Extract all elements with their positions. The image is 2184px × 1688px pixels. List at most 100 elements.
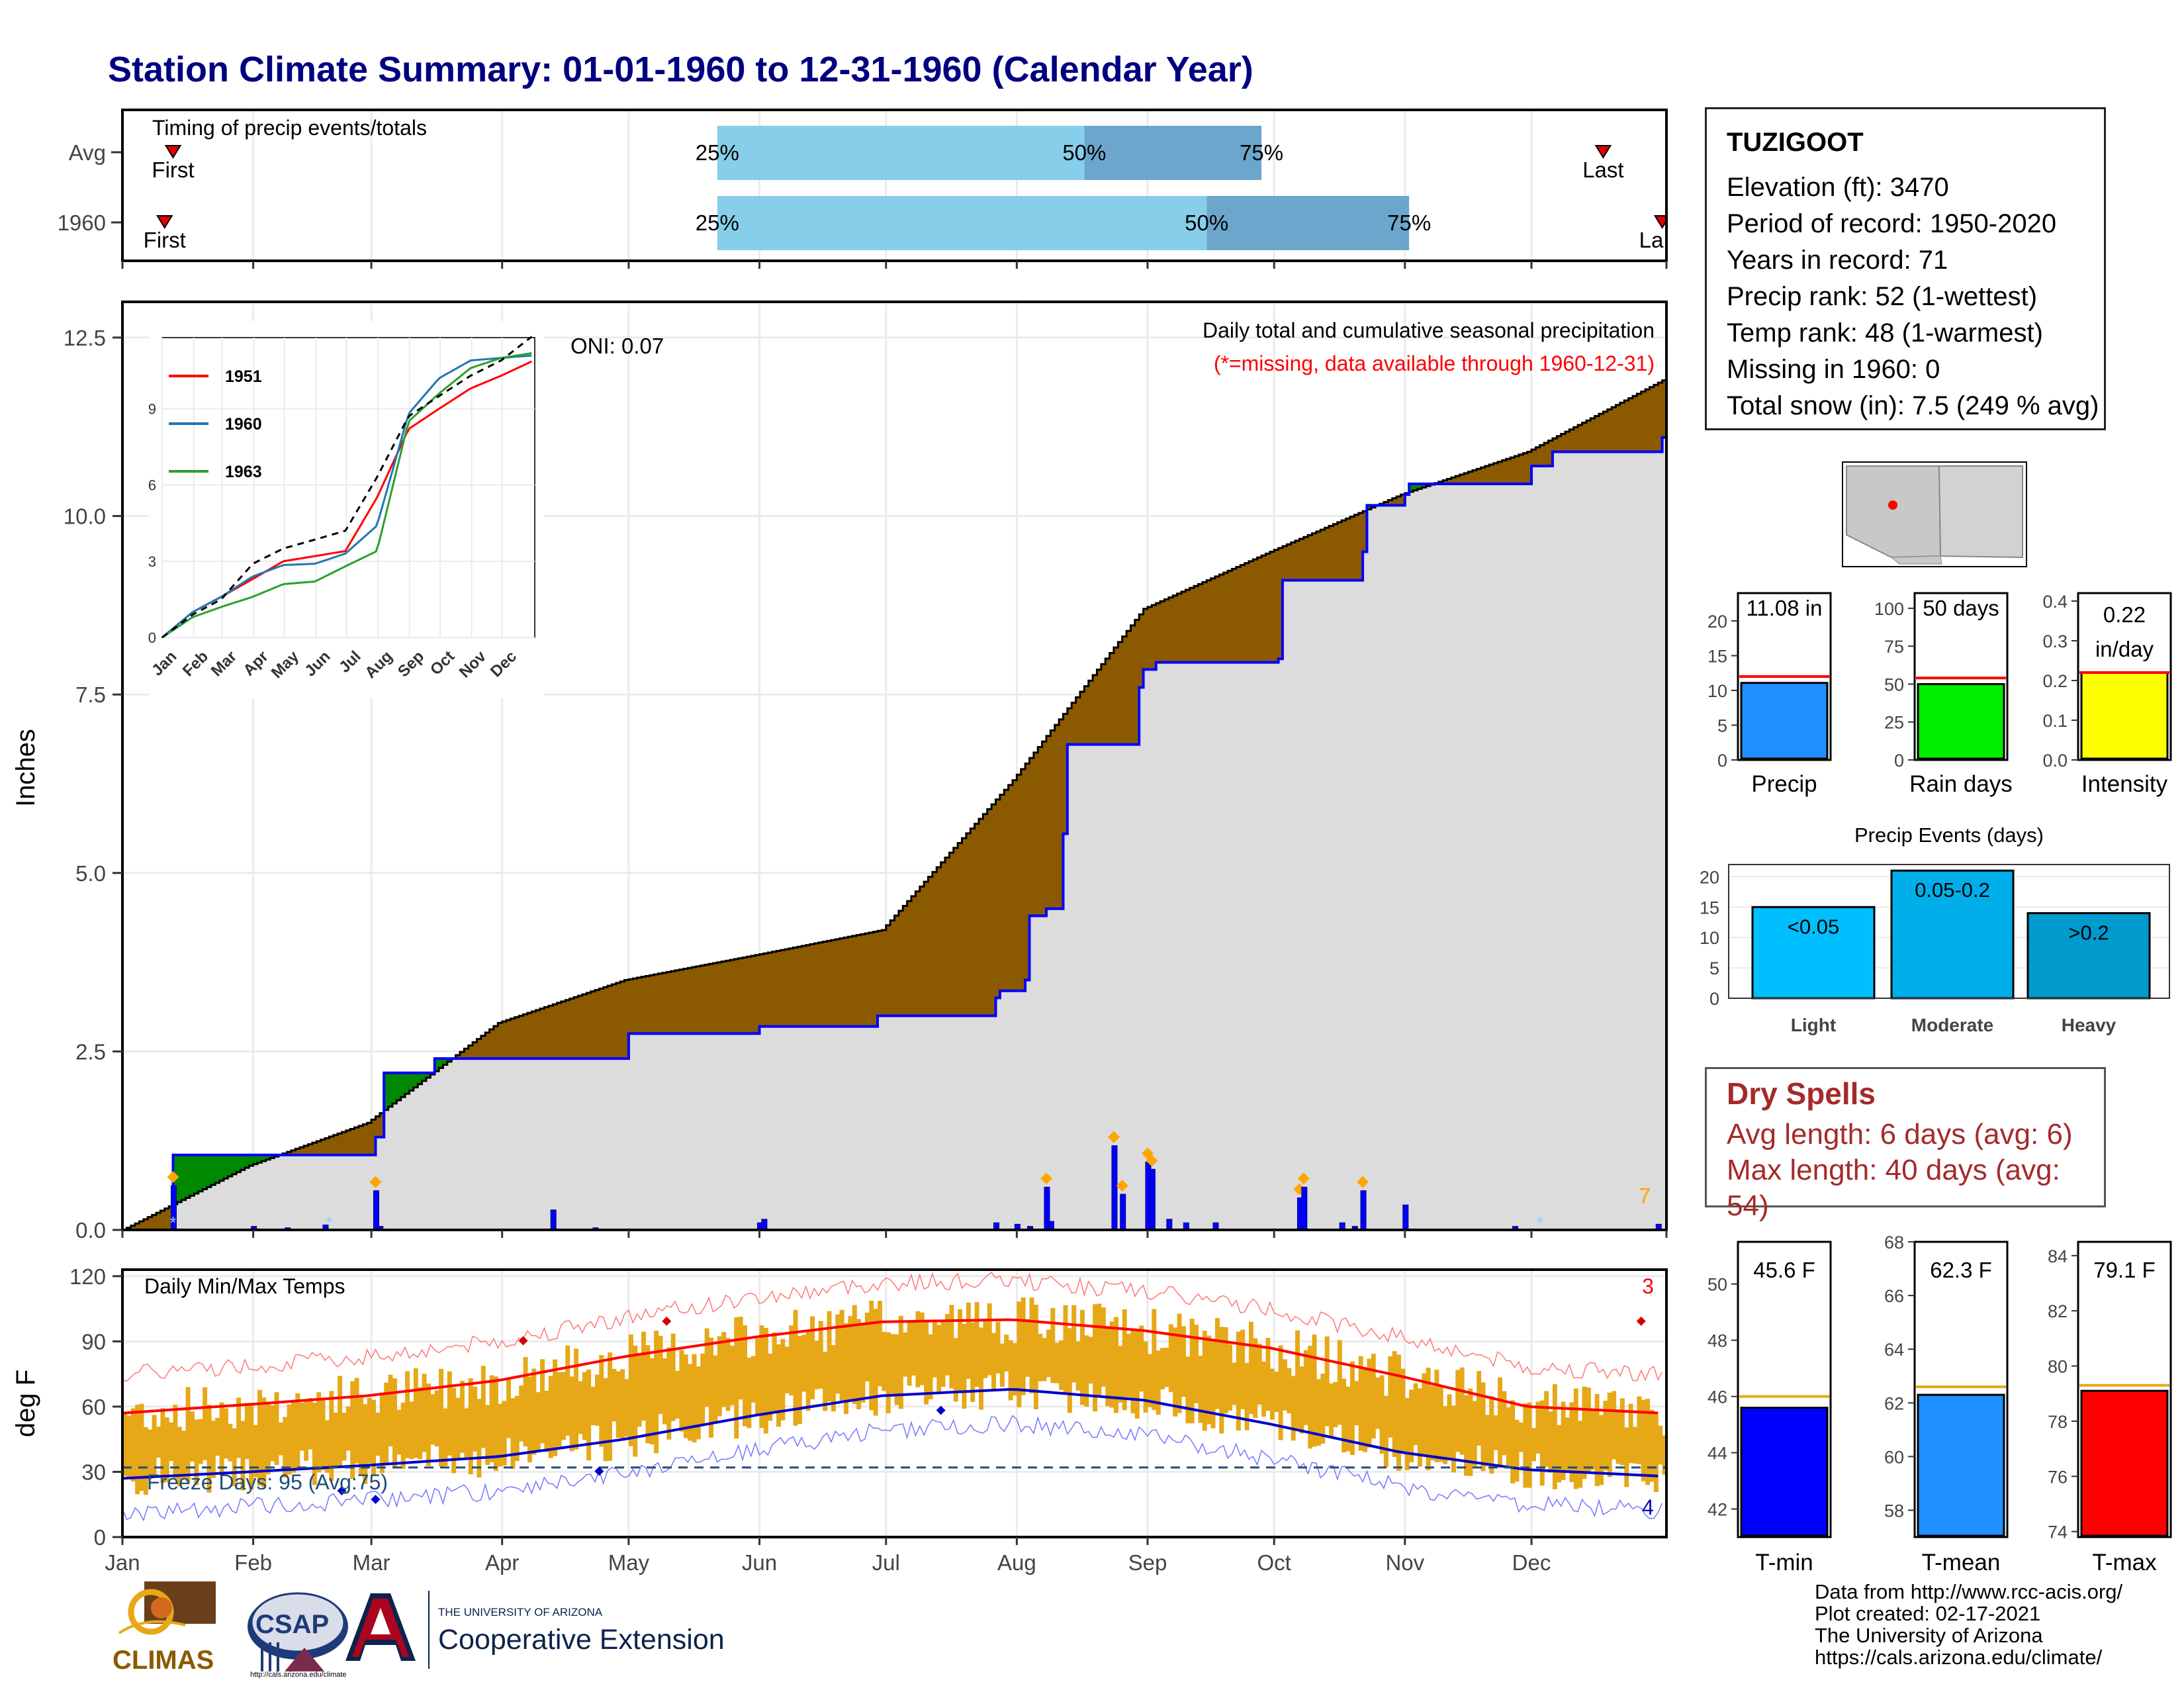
precip-below-avg-fill xyxy=(1287,544,1292,581)
precip-below-avg-fill xyxy=(882,930,887,1016)
heavy-day-marker-icon xyxy=(1146,1154,1158,1167)
precip-below-avg-fill xyxy=(371,1119,377,1155)
temp-summary-y-tick-label: 80 xyxy=(2048,1357,2068,1377)
daily-temp-range-bar xyxy=(1029,1297,1034,1394)
daily-temp-range-bar xyxy=(1539,1400,1545,1486)
inset-legend-label: 1960 xyxy=(225,415,262,434)
precip-below-avg-fill xyxy=(991,804,997,1016)
credit-created: Plot created: 02-17-2021 xyxy=(1815,1602,2041,1625)
precip-y-tick-label: 5.0 xyxy=(75,861,106,886)
daily-temp-range-bar xyxy=(688,1364,693,1441)
last-marker-icon xyxy=(1594,145,1612,159)
precip-below-avg-fill xyxy=(839,938,844,1027)
precip-y-tick-label: 2.5 xyxy=(75,1039,106,1064)
daily-temp-range-bar xyxy=(388,1374,393,1447)
daily-temp-range-bar xyxy=(1189,1319,1195,1424)
daily-temp-range-bar xyxy=(721,1332,727,1407)
temp-frame xyxy=(121,1268,1668,1538)
precip-below-avg-fill xyxy=(1552,438,1557,452)
daily-temp-range-bar xyxy=(827,1311,832,1402)
daily-temp-range-bar xyxy=(210,1421,216,1478)
daily-temp-range-bar xyxy=(1139,1325,1144,1392)
daily-temp-range-bar xyxy=(776,1344,781,1427)
precip-event-bar-label: <0.05 xyxy=(1788,915,1839,938)
summary-y-tick-label: 0.0 xyxy=(2042,751,2068,771)
daily-temp-range-bar xyxy=(480,1366,486,1448)
precip-below-avg-fill xyxy=(1160,601,1165,663)
daily-temp-range-bar xyxy=(1274,1372,1279,1412)
precip-below-avg-fill xyxy=(919,886,925,1016)
daily-temp-range-bar xyxy=(936,1325,942,1391)
precip-below-avg-fill xyxy=(974,823,979,1016)
timing-q75-label: 75% xyxy=(1240,140,1283,165)
precip-below-avg-fill xyxy=(713,962,718,1034)
daily-temp-range-bar xyxy=(350,1381,355,1479)
daily-temp-range-bar xyxy=(1489,1396,1494,1474)
daily-temp-range-bar xyxy=(1075,1341,1081,1391)
daily-temp-range-bar xyxy=(848,1316,853,1400)
precip-above-avg-fill xyxy=(413,1072,418,1088)
daily-temp-range-bar xyxy=(1383,1395,1388,1468)
precip-below-avg-fill xyxy=(578,996,583,1059)
precip-below-avg-fill xyxy=(1109,653,1115,745)
timing-first-label: First xyxy=(152,158,194,182)
temp-summary-y-tick-label: 78 xyxy=(2048,1412,2068,1432)
daily-temp-range-bar xyxy=(814,1340,819,1389)
precip-below-avg-fill xyxy=(949,853,954,1016)
precip-below-avg-fill xyxy=(1388,500,1393,506)
daily-temp-range-bar xyxy=(485,1405,490,1465)
summary-value-label: 11.08 in xyxy=(1747,596,1823,620)
daily-temp-range-bar xyxy=(953,1338,958,1402)
daily-temp-range-bar xyxy=(253,1425,258,1477)
temp-summary-y-tick-label: 50 xyxy=(1707,1275,1727,1295)
heavy-day-marker-icon xyxy=(1357,1176,1369,1188)
precip-below-avg-fill xyxy=(1084,686,1089,745)
daily-temp-range-bar xyxy=(363,1404,368,1484)
precip-below-avg-fill xyxy=(582,994,587,1059)
daily-temp-range-bar xyxy=(717,1336,722,1417)
precip-below-avg-fill xyxy=(1261,555,1267,663)
precip-below-avg-fill xyxy=(1662,380,1667,438)
oni-label: ONI: 0.07 xyxy=(570,334,664,358)
daily-temp-range-bar xyxy=(670,1333,676,1421)
precip-below-avg-fill xyxy=(316,1141,322,1155)
precip-below-avg-fill xyxy=(1480,467,1486,485)
precip-below-avg-fill xyxy=(1308,535,1313,581)
month-tick-label: Apr xyxy=(485,1550,519,1575)
daily-temp-range-bar xyxy=(907,1322,912,1386)
precip-below-avg-fill xyxy=(700,965,705,1034)
precip-below-avg-fill xyxy=(586,992,592,1059)
daily-temp-range-bar xyxy=(1417,1388,1422,1467)
daily-temp-range-bar xyxy=(312,1402,317,1485)
precip-below-avg-fill xyxy=(506,1019,512,1059)
precip-below-avg-fill xyxy=(1134,620,1140,745)
station-info-box: TUZIGOOT Elevation (ft): 3470 Period of … xyxy=(1705,107,2106,430)
daily-temp-range-bar xyxy=(1480,1382,1486,1472)
daily-temp-range-bar xyxy=(894,1334,899,1405)
precip-below-avg-fill xyxy=(1173,595,1178,663)
daily-temp-range-bar xyxy=(738,1317,743,1400)
climas-logo: CLIMAS xyxy=(113,1581,216,1675)
timing-last-label: Last xyxy=(1582,158,1623,182)
precip-below-avg-fill xyxy=(1312,533,1317,581)
precip-below-avg-fill xyxy=(860,934,866,1027)
precip-below-avg-fill xyxy=(1451,477,1456,485)
csap-url: http://cals.arizona.edu/climate xyxy=(250,1671,347,1678)
precip-below-avg-fill xyxy=(1004,790,1009,991)
daily-temp-range-bar xyxy=(755,1338,760,1414)
precip-below-avg-fill xyxy=(776,951,781,1027)
precip-above-avg-fill xyxy=(203,1154,208,1190)
precip-below-avg-fill xyxy=(1531,449,1536,467)
precip-below-avg-fill xyxy=(953,847,958,1016)
precip-below-avg-fill xyxy=(291,1150,296,1155)
precip-count-label: 7 xyxy=(1639,1184,1651,1208)
timing-title: Timing of precip events/totals xyxy=(152,116,427,140)
precip-above-avg-fill xyxy=(392,1072,397,1104)
precip-below-avg-fill xyxy=(1316,531,1321,581)
daily-temp-range-bar xyxy=(1105,1327,1111,1407)
precip-below-avg-fill xyxy=(911,896,916,1016)
daily-temp-range-bar xyxy=(439,1368,444,1467)
precip-below-avg-fill xyxy=(873,931,878,1027)
inset-y-tick-label: 0 xyxy=(148,630,156,646)
